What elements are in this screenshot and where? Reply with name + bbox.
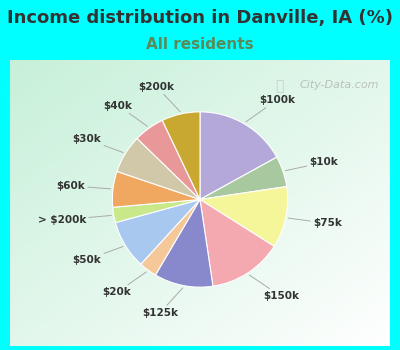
Text: $75k: $75k	[288, 218, 342, 228]
Wedge shape	[141, 199, 200, 275]
Wedge shape	[112, 172, 200, 207]
Wedge shape	[200, 187, 288, 246]
Text: > $200k: > $200k	[38, 215, 111, 225]
Wedge shape	[200, 199, 274, 286]
Text: $125k: $125k	[142, 288, 183, 318]
Text: $40k: $40k	[104, 100, 148, 126]
Text: $150k: $150k	[249, 275, 299, 301]
Text: City-Data.com: City-Data.com	[299, 79, 378, 90]
Text: $30k: $30k	[72, 134, 123, 153]
Text: ⧗: ⧗	[275, 79, 284, 93]
Text: $10k: $10k	[285, 158, 338, 171]
Text: $20k: $20k	[102, 272, 146, 298]
Wedge shape	[137, 120, 200, 200]
Wedge shape	[162, 112, 200, 200]
Text: $60k: $60k	[56, 181, 110, 191]
Wedge shape	[156, 199, 213, 287]
Text: All residents: All residents	[146, 37, 254, 52]
Wedge shape	[200, 157, 287, 200]
Text: $100k: $100k	[246, 95, 295, 122]
Text: $50k: $50k	[72, 246, 123, 265]
Text: Income distribution in Danville, IA (%): Income distribution in Danville, IA (%)	[7, 9, 393, 27]
Text: $200k: $200k	[138, 82, 180, 112]
Wedge shape	[200, 112, 277, 200]
Wedge shape	[113, 199, 200, 223]
Wedge shape	[117, 139, 200, 199]
Wedge shape	[116, 199, 200, 264]
